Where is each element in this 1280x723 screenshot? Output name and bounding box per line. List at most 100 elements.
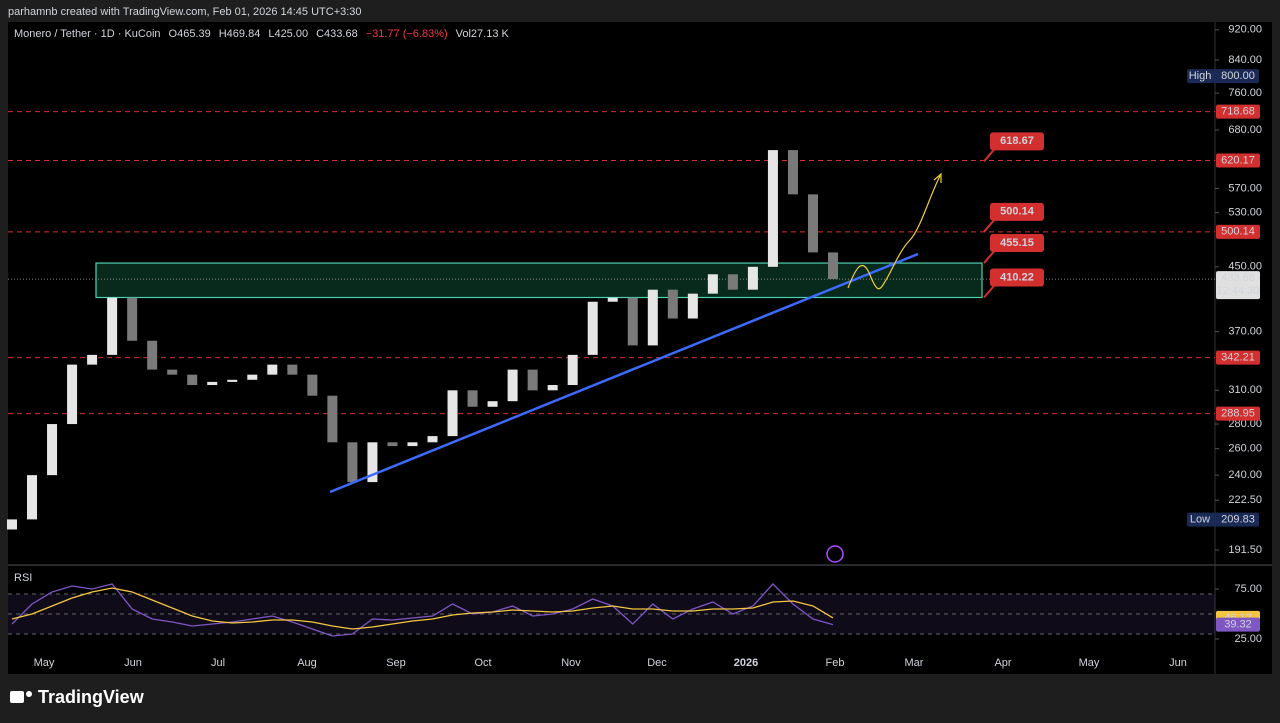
candle xyxy=(107,297,118,355)
y-tick-label: 530.00 xyxy=(1228,207,1262,219)
level-tag xyxy=(1216,224,1260,239)
candle xyxy=(427,436,438,443)
y-tick-label: 570.00 xyxy=(1228,182,1262,194)
candle xyxy=(367,442,378,483)
candle xyxy=(247,374,258,380)
candle xyxy=(67,364,78,425)
legend: Monero / Tether · 1D · KuCoin O465.39 H469… xyxy=(14,28,510,40)
caption: parhamnb created with TradingView.com, F… xyxy=(8,6,362,18)
candle xyxy=(147,340,158,370)
time-label: Apr xyxy=(994,657,1011,669)
last-tag xyxy=(1216,271,1260,300)
candle xyxy=(327,395,338,443)
candle xyxy=(467,390,478,407)
candle xyxy=(207,381,218,386)
y-tick-label: 191.50 xyxy=(1228,544,1262,556)
legend-high: H469.84 xyxy=(219,28,261,40)
legend-low: L425.00 xyxy=(268,28,308,40)
callout-box xyxy=(990,202,1044,221)
chart-area xyxy=(8,22,1215,652)
candle xyxy=(767,150,778,267)
legend-change: −31.77 (−6.83%) xyxy=(366,28,448,40)
candle xyxy=(787,150,798,195)
candle xyxy=(407,442,418,447)
rsi-title: RSI xyxy=(14,572,32,584)
y-tick-label: 760.00 xyxy=(1228,87,1262,99)
candle xyxy=(507,369,518,402)
rsi-ma-line xyxy=(11,587,834,630)
y-tick-label: 260.00 xyxy=(1228,443,1262,455)
trendline xyxy=(329,252,919,494)
level-label: 620.17 xyxy=(1221,154,1255,166)
candle xyxy=(87,354,98,365)
y-tick-label: 370.00 xyxy=(1228,326,1262,338)
callout-label: 618.67 xyxy=(1000,135,1034,147)
rsi-tick-label: 25.00 xyxy=(1234,633,1262,645)
candle xyxy=(647,289,658,346)
candle xyxy=(587,301,598,355)
candle xyxy=(287,364,298,375)
candle xyxy=(747,266,758,290)
time-label: Dec xyxy=(647,657,667,669)
time-label: Aug xyxy=(297,657,317,669)
callout-box xyxy=(990,234,1044,253)
level-tag xyxy=(1216,153,1260,168)
candle xyxy=(687,293,698,319)
candle xyxy=(667,289,678,319)
time-label: Feb xyxy=(826,657,845,669)
high-title: High xyxy=(1189,70,1212,82)
time-label: Jun xyxy=(124,657,142,669)
high-tag xyxy=(1187,69,1259,84)
time-axis xyxy=(8,652,1272,674)
flash-icon xyxy=(826,545,844,563)
low-tag xyxy=(1187,512,1259,527)
candle xyxy=(127,297,138,341)
y-tick-label: 240.00 xyxy=(1228,469,1262,481)
level-tag xyxy=(1216,104,1260,119)
candle xyxy=(7,519,17,530)
callout-label: 500.14 xyxy=(1000,206,1035,218)
candle xyxy=(487,401,498,407)
candle xyxy=(267,364,278,375)
time-label: 2026 xyxy=(734,657,758,669)
candle xyxy=(387,442,398,447)
y-tick-label: 920.00 xyxy=(1228,24,1262,36)
y-tick-label: 280.00 xyxy=(1228,418,1262,430)
low-label: 209.83 xyxy=(1221,514,1255,526)
projection xyxy=(847,175,941,290)
candle xyxy=(567,354,578,386)
y-tick-label: 450.00 xyxy=(1228,261,1262,273)
callout-label: 410.22 xyxy=(1000,271,1034,283)
candle xyxy=(547,385,558,391)
time-label: Mar xyxy=(905,657,924,669)
candle xyxy=(187,374,198,386)
projection-arrow xyxy=(933,172,942,183)
y-tick-label: 840.00 xyxy=(1228,54,1262,66)
price-axis xyxy=(1215,22,1272,652)
legend-close: C433.68 xyxy=(316,28,358,40)
time-label: Jun xyxy=(1169,657,1187,669)
time-label: Jul xyxy=(211,657,225,669)
level-label: 288.95 xyxy=(1221,408,1255,420)
level-tag xyxy=(1216,406,1260,421)
candle xyxy=(807,194,818,253)
brand: TradingView xyxy=(38,687,145,707)
legend-open: O465.39 xyxy=(169,28,211,40)
time-label: May xyxy=(34,657,55,669)
callout-box xyxy=(990,268,1044,287)
countdown: 12:44:30 xyxy=(1217,285,1260,297)
rsi-tag xyxy=(1216,617,1260,632)
zone xyxy=(95,262,983,299)
candle xyxy=(47,424,58,476)
level-label: 718.68 xyxy=(1221,106,1255,118)
candle xyxy=(727,274,738,290)
level-label: 342.21 xyxy=(1221,351,1255,363)
callout-label: 455.15 xyxy=(1000,237,1034,249)
logo xyxy=(10,691,32,703)
rsi-tick-label: 75.00 xyxy=(1234,583,1262,595)
y-tick-label: 310.00 xyxy=(1228,384,1262,396)
high-label: 800.00 xyxy=(1221,70,1255,82)
candle xyxy=(627,297,638,346)
time-label: Nov xyxy=(561,657,581,669)
